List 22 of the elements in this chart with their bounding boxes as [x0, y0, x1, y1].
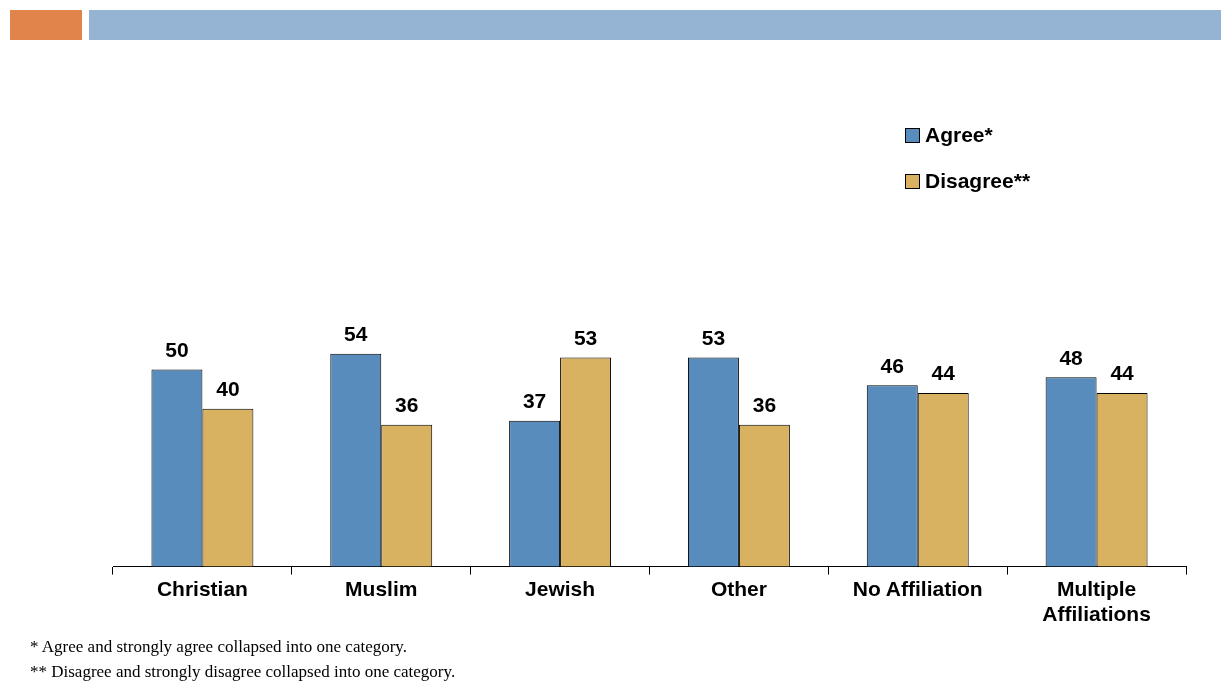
x-tick-label: Multiple Affiliations — [1042, 577, 1151, 626]
data-label: 54 — [344, 321, 368, 345]
data-label: 48 — [1059, 345, 1084, 369]
data-label: 44 — [1110, 361, 1135, 385]
data-label: 46 — [880, 353, 904, 377]
data-label: 53 — [573, 325, 598, 349]
legend-label: Agree* — [925, 123, 993, 147]
data-label: 50 — [165, 337, 189, 361]
x-tick-label: No Affiliation — [852, 577, 983, 600]
data-label: 53 — [701, 325, 726, 349]
text: ** Disagree and strongly disagree collapsed into one category. — [30, 661, 456, 681]
data-label: 44 — [931, 361, 956, 385]
x-tick-label: Other — [710, 577, 767, 600]
text: * Agree and strongly agree collapsed into one category. — [30, 636, 408, 658]
data-label: 40 — [216, 377, 240, 401]
data-label: 37 — [522, 388, 547, 412]
x-tick-label: Christian — [156, 577, 248, 600]
x-tick-label: Jewish — [525, 577, 596, 600]
legend-label: Disagree** — [925, 169, 1031, 193]
data-label: 36 — [752, 392, 777, 416]
x-tick-label: Muslim — [345, 577, 418, 600]
data-label: 36 — [395, 392, 419, 416]
